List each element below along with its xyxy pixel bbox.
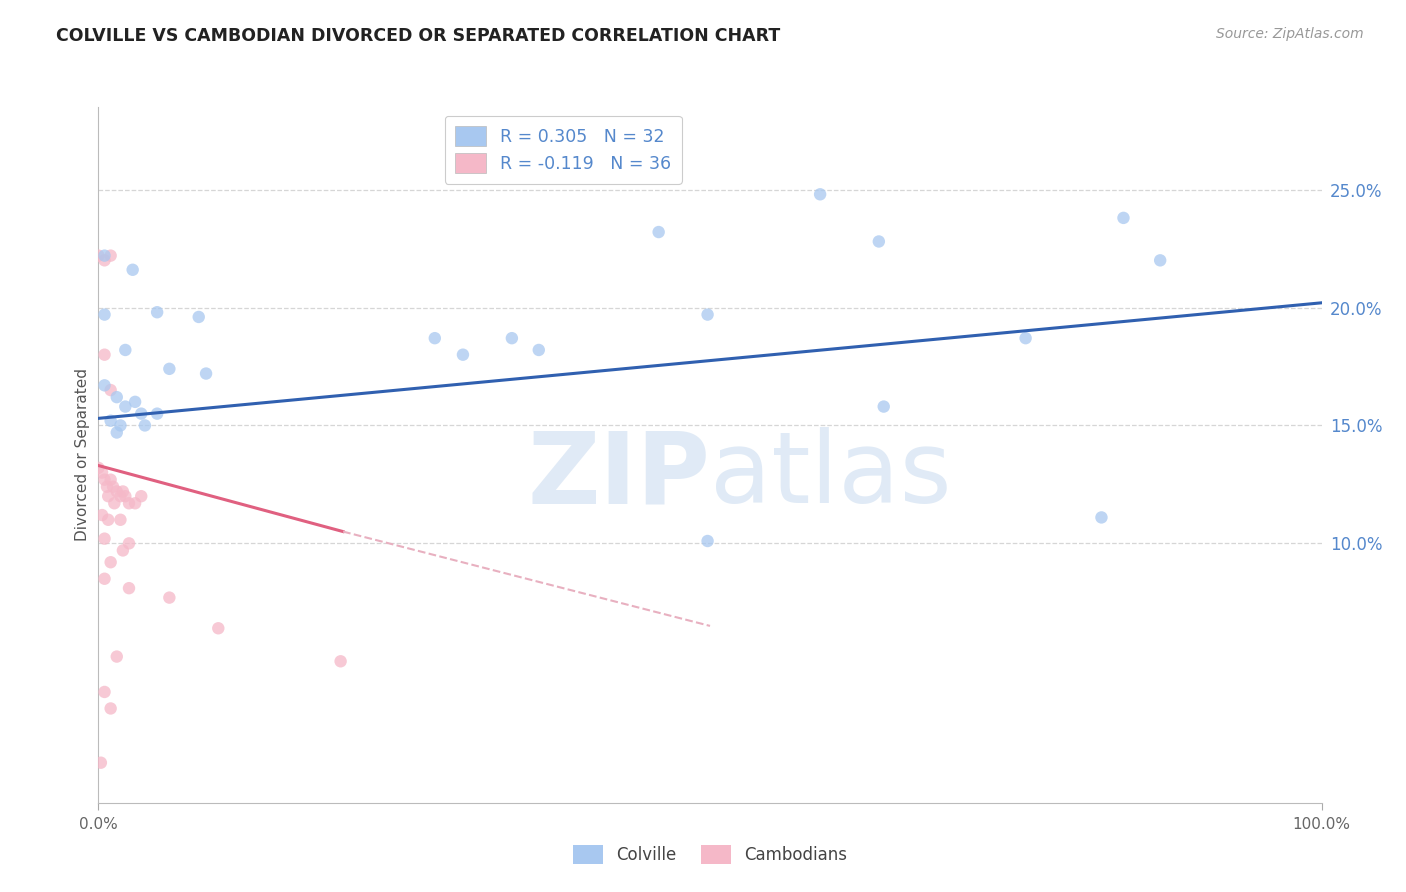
Point — [105, 649, 128, 664]
Text: atlas: atlas — [710, 427, 952, 524]
Point — [91, 508, 114, 522]
Point — [105, 425, 128, 440]
Point — [451, 348, 474, 362]
Point — [146, 305, 169, 319]
Point — [195, 367, 218, 381]
Point — [873, 400, 896, 414]
Point — [1112, 211, 1135, 225]
Point — [124, 496, 146, 510]
Point — [87, 461, 110, 475]
Point — [100, 383, 122, 397]
Point — [93, 572, 115, 586]
Legend: Colville, Cambodians: Colville, Cambodians — [565, 838, 855, 871]
Point — [647, 225, 669, 239]
Point — [501, 331, 523, 345]
Point — [91, 466, 114, 480]
Point — [187, 310, 209, 324]
Point — [808, 187, 831, 202]
Point — [146, 407, 169, 421]
Point — [90, 756, 112, 770]
Point — [114, 400, 136, 414]
Y-axis label: Divorced or Separated: Divorced or Separated — [75, 368, 90, 541]
Point — [696, 308, 718, 322]
Point — [96, 480, 118, 494]
Point — [423, 331, 446, 345]
Point — [93, 308, 115, 322]
Point — [100, 414, 122, 428]
Point — [100, 473, 122, 487]
Point — [100, 555, 122, 569]
Text: ZIP: ZIP — [527, 427, 710, 524]
Point — [93, 685, 115, 699]
Point — [527, 343, 550, 357]
Point — [114, 343, 136, 357]
Point — [97, 513, 120, 527]
Point — [1014, 331, 1036, 345]
Point — [110, 418, 132, 433]
Point — [118, 536, 141, 550]
Point — [129, 407, 152, 421]
Point — [329, 654, 352, 668]
Point — [100, 249, 122, 263]
Point — [93, 532, 115, 546]
Point — [134, 418, 156, 433]
Point — [97, 489, 120, 503]
Point — [121, 262, 143, 277]
Point — [93, 473, 115, 487]
Point — [114, 489, 136, 503]
Point — [105, 484, 128, 499]
Point — [1149, 253, 1171, 268]
Point — [100, 701, 122, 715]
Point — [118, 581, 141, 595]
Point — [110, 489, 132, 503]
Point — [111, 484, 134, 499]
Point — [93, 253, 115, 268]
Point — [93, 348, 115, 362]
Point — [105, 390, 128, 404]
Point — [124, 395, 146, 409]
Point — [207, 621, 229, 635]
Point — [87, 249, 110, 263]
Point — [696, 534, 718, 549]
Point — [157, 591, 180, 605]
Point — [1090, 510, 1112, 524]
Point — [129, 489, 152, 503]
Point — [101, 480, 124, 494]
Point — [93, 378, 115, 392]
Point — [110, 513, 132, 527]
Text: Source: ZipAtlas.com: Source: ZipAtlas.com — [1216, 27, 1364, 41]
Point — [868, 235, 890, 249]
Point — [118, 496, 141, 510]
Point — [93, 249, 115, 263]
Point — [103, 496, 125, 510]
Point — [111, 543, 134, 558]
Point — [157, 361, 180, 376]
Text: COLVILLE VS CAMBODIAN DIVORCED OR SEPARATED CORRELATION CHART: COLVILLE VS CAMBODIAN DIVORCED OR SEPARA… — [56, 27, 780, 45]
